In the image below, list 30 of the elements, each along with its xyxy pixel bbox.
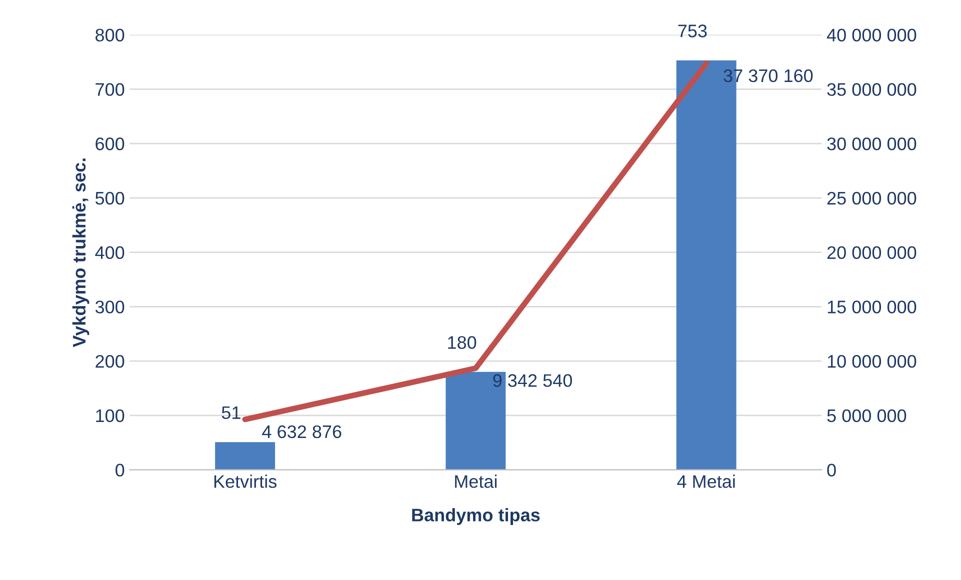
y2-tick-label: 15 000 000 xyxy=(828,300,916,314)
y-tick-label: 100 xyxy=(96,409,124,422)
data-label: 51 xyxy=(222,406,240,420)
bar xyxy=(215,442,276,470)
x-tick-label: 4 Metai xyxy=(677,474,735,488)
y2-tick-label: 20 000 000 xyxy=(827,246,916,260)
data-label: 4 632 876 xyxy=(262,425,342,438)
y-axis-title: Vykdymo trukmė, sec. xyxy=(72,158,90,348)
y2-tick-label: 10 000 000 xyxy=(828,354,916,368)
y-tick-label: 0 xyxy=(116,464,124,477)
y2-tick-label: 30 000 000 xyxy=(827,137,916,150)
y2-tick-label: 25 000 000 xyxy=(827,192,916,205)
x-axis-title: Bandymo tipas xyxy=(412,508,540,525)
x-tick-label: Ketvirtis xyxy=(214,474,277,488)
x-tick-label: Metai xyxy=(455,474,497,488)
data-label: 180 xyxy=(448,336,476,349)
y2-tick-label: 5 000 000 xyxy=(827,409,906,422)
y-tick-label: 300 xyxy=(95,300,124,314)
bar xyxy=(446,372,506,470)
data-label: 753 xyxy=(678,24,707,38)
y-tick-label: 200 xyxy=(96,354,124,368)
y2-tick-label: 35 000 000 xyxy=(827,83,916,96)
data-label: 9 342 540 xyxy=(493,374,572,387)
y-tick-label: 400 xyxy=(95,246,124,260)
y-tick-label: 500 xyxy=(95,192,124,205)
y-tick-label: 700 xyxy=(96,83,124,96)
y2-tick-label: 40 000 000 xyxy=(826,28,916,42)
y2-tick-label: 0 xyxy=(827,464,836,477)
y-tick-label: 600 xyxy=(96,137,124,150)
y-tick-label: 800 xyxy=(96,28,124,42)
